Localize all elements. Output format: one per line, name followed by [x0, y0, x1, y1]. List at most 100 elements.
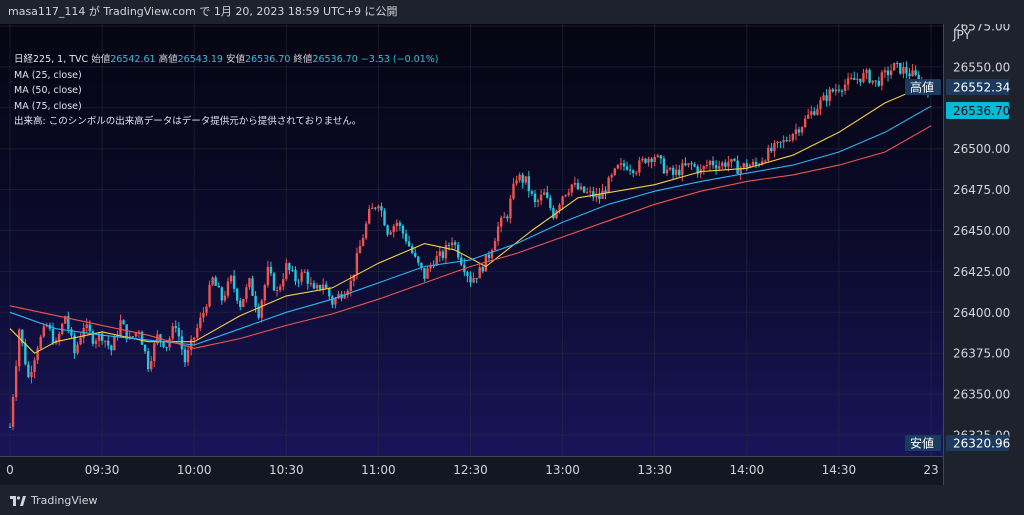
- candle-body: [564, 194, 567, 197]
- candle-body: [94, 340, 98, 344]
- candle-body: [214, 277, 217, 286]
- time-tick-label: 0: [6, 463, 14, 477]
- candle-body: [659, 155, 663, 159]
- candle-body: [73, 335, 76, 354]
- candle-body: [877, 81, 881, 86]
- candle-body: [576, 182, 580, 190]
- candle-body: [349, 280, 352, 291]
- candle-body: [51, 328, 55, 344]
- candle-body: [162, 341, 165, 348]
- candle-body: [131, 336, 134, 338]
- candle-body: [717, 166, 721, 169]
- candle-body: [8, 426, 12, 428]
- price-tick-label: 26450.00: [953, 224, 1010, 238]
- publish-header-text: masa117_114 が TradingView.com で 1月 20, 2…: [8, 5, 398, 18]
- candle-body: [567, 192, 570, 195]
- candle-body: [303, 271, 306, 273]
- candle-body: [721, 162, 724, 167]
- candle-body: [619, 163, 623, 165]
- candle-body: [849, 78, 853, 80]
- candle-body: [288, 263, 291, 270]
- candle-body: [552, 207, 555, 219]
- price-tick-label: 26425.00: [953, 265, 1010, 279]
- candle-body: [88, 324, 92, 332]
- candle-body: [417, 256, 420, 263]
- candle-body: [174, 326, 177, 329]
- candle-body: [441, 251, 445, 259]
- candle-body: [186, 349, 190, 363]
- candle-body: [613, 168, 616, 175]
- candle-body: [245, 287, 248, 299]
- candle-body: [727, 162, 730, 167]
- low-tag-value: 26320.96: [953, 437, 1010, 451]
- time-axis[interactable]: 0 09:30 10:00 10:30 11:00 12:30 13:00 13:30 14:0…: [6, 463, 938, 477]
- price-tick-label: 26400.00: [953, 306, 1010, 320]
- candle-body: [892, 62, 896, 71]
- candle-body: [153, 343, 156, 362]
- candlestick-chart[interactable]: 26575.0026550.0026525.0026500.0026475.00…: [0, 24, 1024, 485]
- candle-body: [269, 266, 273, 274]
- candle-body: [42, 326, 45, 337]
- candle-body: [767, 147, 770, 161]
- candle-body: [457, 244, 460, 258]
- moving-averages: [9, 82, 932, 354]
- candle-body: [331, 296, 334, 305]
- candle-body: [239, 300, 242, 307]
- candle-body: [260, 300, 263, 318]
- candle-body: [285, 263, 288, 280]
- candle-body: [739, 167, 742, 174]
- candle-body: [644, 158, 647, 163]
- time-tick-label: 10:30: [269, 463, 304, 477]
- price-tick-label: 26375.00: [953, 347, 1010, 361]
- candle-body: [530, 191, 534, 194]
- grid-lines: [0, 24, 943, 456]
- candle-body: [598, 193, 601, 199]
- candle-body: [883, 70, 887, 73]
- candle-body: [257, 306, 260, 318]
- candle-body: [300, 272, 303, 282]
- time-tick-label: 10:00: [177, 463, 212, 477]
- candle-body: [107, 340, 110, 346]
- candle-body: [696, 166, 699, 174]
- candle-body: [886, 70, 890, 76]
- candle-body: [294, 269, 297, 282]
- candle-body: [193, 337, 196, 340]
- candle-body: [371, 207, 374, 209]
- candle-body: [834, 89, 838, 92]
- candle-body: [254, 295, 257, 307]
- candle-body: [807, 114, 810, 119]
- candle-body: [450, 242, 454, 246]
- candle-body: [346, 290, 349, 296]
- candle-body: [33, 360, 36, 372]
- ma-line: [9, 82, 932, 354]
- candle-body: [291, 269, 294, 271]
- candle-body: [665, 169, 669, 174]
- candle-body: [853, 78, 856, 80]
- candle-body: [177, 328, 181, 337]
- candle-body: [30, 371, 33, 378]
- footer-brand: TradingView: [31, 494, 98, 507]
- candle-body: [321, 284, 325, 290]
- candle-body: [380, 206, 383, 211]
- candle-body: [361, 238, 365, 247]
- candle-body: [306, 271, 309, 284]
- candle-body: [116, 335, 119, 337]
- candle-body: [515, 180, 518, 184]
- candle-body: [60, 323, 64, 335]
- candle-body: [337, 294, 340, 299]
- candle-body: [625, 166, 629, 170]
- time-tick-label: 11:00: [361, 463, 396, 477]
- candle-body: [622, 163, 626, 167]
- candle-body: [776, 141, 779, 144]
- chart-area[interactable]: 26575.0026550.0026525.0026500.0026475.00…: [0, 24, 1024, 485]
- candle-body: [309, 283, 313, 285]
- candle-body: [582, 186, 586, 193]
- candle-body: [604, 190, 607, 193]
- candle-body: [447, 244, 451, 246]
- candle-body: [542, 192, 546, 195]
- candle-body: [546, 192, 549, 198]
- candle-body: [681, 163, 684, 176]
- candle-body: [803, 118, 807, 128]
- candle-body: [398, 222, 402, 226]
- candle-body: [490, 250, 494, 259]
